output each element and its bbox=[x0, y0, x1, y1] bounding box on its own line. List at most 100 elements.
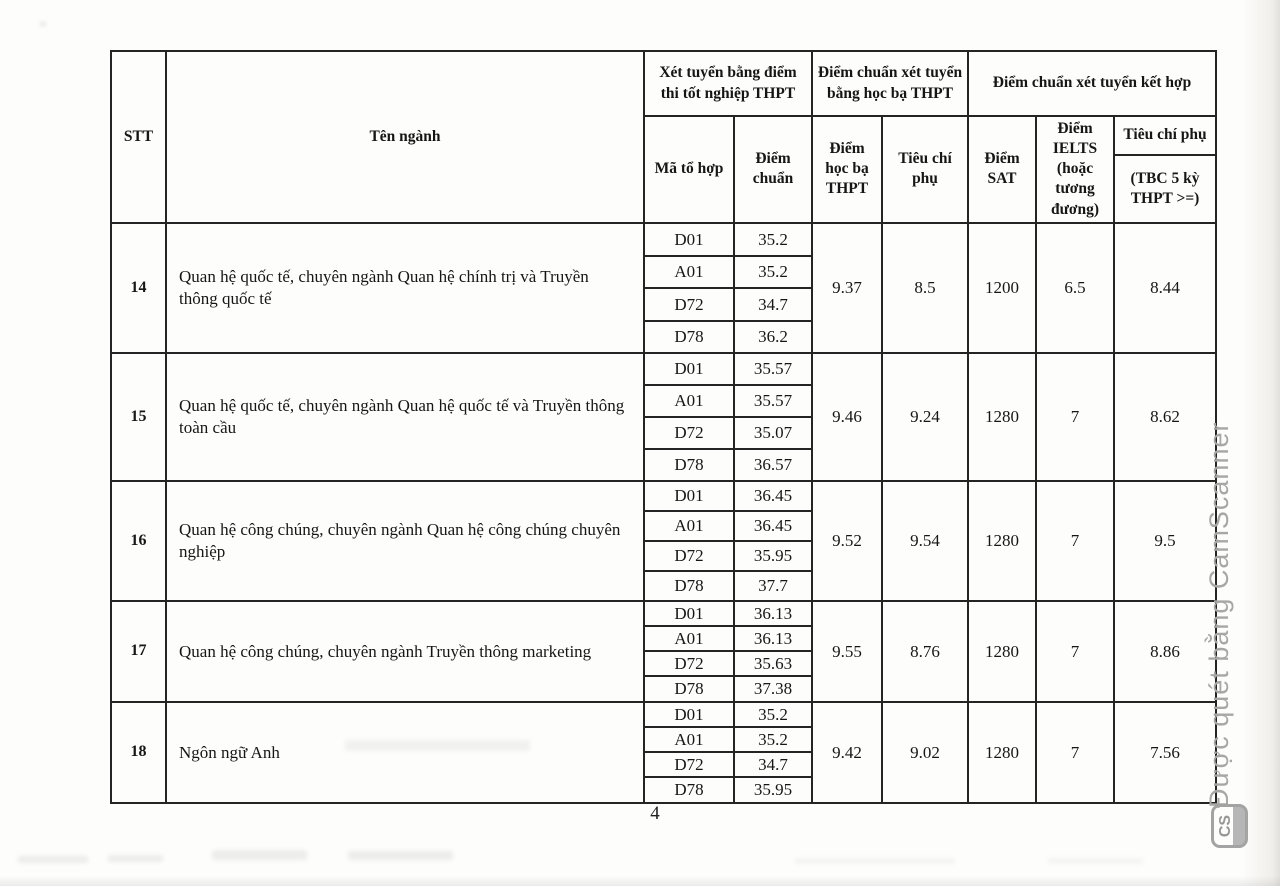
stt-cell: 15 bbox=[110, 351, 167, 482]
combo-score-cell: 36.13 bbox=[733, 599, 813, 627]
ielts-score-cell: 7 bbox=[1035, 599, 1115, 703]
table-row: 14 Quan hệ quốc tế, chuyên ngành Quan hệ… bbox=[110, 221, 1217, 354]
camscanner-logo: CS bbox=[1211, 804, 1248, 848]
tieuchi-cell: 9.02 bbox=[881, 700, 969, 804]
table-row: A01 36.45 bbox=[111, 509, 1216, 542]
combo-score-cell: 35.2 bbox=[733, 254, 813, 289]
major-name-cell: Quan hệ công chúng, chuyên ngành Truyền … bbox=[165, 599, 645, 703]
combo-code-cell: D78 bbox=[643, 447, 735, 482]
table-row: D78 36.2 bbox=[111, 319, 1216, 354]
combo-score-cell: 35.2 bbox=[733, 700, 813, 728]
combo-code-cell: D78 bbox=[643, 319, 735, 354]
combo-score-cell: 36.2 bbox=[733, 319, 813, 354]
header-group-hocba: Điểm chuẩn xét tuyển bằng học bạ THPT bbox=[811, 50, 969, 117]
scan-artifact bbox=[348, 851, 453, 860]
combo-code-cell: A01 bbox=[643, 509, 735, 542]
table-row: A01 35.2 bbox=[111, 254, 1216, 289]
tieuchi-cell: 8.5 bbox=[881, 221, 969, 354]
major-name-cell: Quan hệ công chúng, chuyên ngành Quan hệ… bbox=[165, 479, 645, 602]
combo-code-cell: A01 bbox=[643, 624, 735, 653]
combo-score-cell: 34.7 bbox=[733, 286, 813, 322]
table-row: D78 37.38 bbox=[111, 675, 1216, 703]
sat-score-cell: 1280 bbox=[967, 599, 1037, 703]
table-row: D78 35.95 bbox=[111, 776, 1216, 804]
combo-score-cell: 35.2 bbox=[733, 725, 813, 754]
stt-cell: 18 bbox=[110, 700, 167, 804]
ielts-score-cell: 7 bbox=[1035, 351, 1115, 482]
header-stt: STT bbox=[110, 50, 167, 224]
header-tieu-chi-phu-kethop: Tiêu chí phụ bbox=[1113, 115, 1217, 156]
scan-artifact bbox=[18, 856, 88, 863]
table-row: D72 34.7 bbox=[111, 751, 1216, 779]
table-row: D78 36.57 bbox=[111, 447, 1216, 482]
tbc-score-cell: 8.86 bbox=[1113, 599, 1217, 703]
scan-artifact bbox=[212, 850, 307, 860]
combo-score-cell: 37.38 bbox=[733, 675, 813, 703]
scan-artifact bbox=[795, 858, 955, 864]
combo-score-cell: 35.07 bbox=[733, 415, 813, 450]
header-row-groups: STT Tên ngành Xét tuyển bằng điểm thi tố… bbox=[110, 50, 1217, 224]
stt-cell: 16 bbox=[110, 479, 167, 602]
header-ma-to-hop: Mã tổ hợp bbox=[643, 115, 735, 224]
table-row: 15 Quan hệ quốc tế, chuyên ngành Quan hệ… bbox=[110, 351, 1217, 482]
table-row: 18 Ngôn ngữ Anh D01 35.2 9.42 9.02 1280 … bbox=[110, 700, 1217, 804]
major-name-cell: Quan hệ quốc tế, chuyên ngành Quan hệ qu… bbox=[165, 351, 645, 482]
combo-score-cell: 34.7 bbox=[733, 751, 813, 779]
tbc-score-cell: 9.5 bbox=[1113, 479, 1217, 602]
hocba-score-cell: 9.42 bbox=[811, 700, 883, 804]
table-body: 14 Quan hệ quốc tế, chuyên ngành Quan hệ… bbox=[110, 221, 1217, 804]
header-diem-hoc-ba: Điểm học bạ THPT bbox=[811, 115, 883, 224]
table-row: D72 34.7 bbox=[111, 286, 1216, 322]
tbc-score-cell: 8.62 bbox=[1113, 351, 1217, 482]
ielts-score-cell: 7 bbox=[1035, 700, 1115, 804]
table-row: 17 Quan hệ công chúng, chuyên ngành Truy… bbox=[110, 599, 1217, 703]
hocba-score-cell: 9.46 bbox=[811, 351, 883, 482]
combo-code-cell: D72 bbox=[643, 539, 735, 572]
table-row: A01 36.13 bbox=[111, 624, 1216, 653]
admission-scores-table: STT Tên ngành Xét tuyển bằng điểm thi tố… bbox=[110, 50, 1217, 804]
combo-score-cell: 35.63 bbox=[733, 650, 813, 678]
combo-code-cell: D78 bbox=[643, 776, 735, 804]
table-row: D72 35.63 bbox=[111, 650, 1216, 678]
combo-score-cell: 37.7 bbox=[733, 569, 813, 602]
scan-artifact bbox=[1048, 858, 1143, 864]
table-row: D72 35.95 bbox=[111, 539, 1216, 572]
combo-score-cell: 36.57 bbox=[733, 447, 813, 482]
combo-code-cell: D72 bbox=[643, 650, 735, 678]
tbc-score-cell: 8.44 bbox=[1113, 221, 1217, 354]
sat-score-cell: 1280 bbox=[967, 700, 1037, 804]
combo-code-cell: D78 bbox=[643, 569, 735, 602]
header-tieu-chi-phu: Tiêu chí phụ bbox=[881, 115, 969, 224]
page-bottom-shadow bbox=[0, 876, 1280, 886]
combo-code-cell: D01 bbox=[643, 599, 735, 627]
table-row: 16 Quan hệ công chúng, chuyên ngành Quan… bbox=[110, 479, 1217, 602]
combo-code-cell: D72 bbox=[643, 751, 735, 779]
combo-score-cell: 36.45 bbox=[733, 479, 813, 512]
page-number: 4 bbox=[650, 803, 660, 824]
combo-code-cell: D78 bbox=[643, 675, 735, 703]
sat-score-cell: 1200 bbox=[967, 221, 1037, 354]
ielts-score-cell: 6.5 bbox=[1035, 221, 1115, 354]
stt-cell: 17 bbox=[110, 599, 167, 703]
combo-code-cell: A01 bbox=[643, 725, 735, 754]
scan-artifact bbox=[345, 740, 530, 751]
sat-score-cell: 1280 bbox=[967, 351, 1037, 482]
header-ten-nganh: Tên ngành bbox=[165, 50, 645, 224]
major-name-cell: Quan hệ quốc tế, chuyên ngành Quan hệ ch… bbox=[165, 221, 645, 354]
tieuchi-cell: 8.76 bbox=[881, 599, 969, 703]
scan-artifact bbox=[40, 22, 46, 26]
header-diem-ielts: Điểm IELTS (hoặc tương đương) bbox=[1035, 115, 1115, 224]
combo-score-cell: 36.13 bbox=[733, 624, 813, 653]
tieuchi-cell: 9.54 bbox=[881, 479, 969, 602]
hocba-score-cell: 9.37 bbox=[811, 221, 883, 354]
major-name-cell: Ngôn ngữ Anh bbox=[165, 700, 645, 804]
hocba-score-cell: 9.55 bbox=[811, 599, 883, 703]
sat-score-cell: 1280 bbox=[967, 479, 1037, 602]
hocba-score-cell: 9.52 bbox=[811, 479, 883, 602]
header-group-thpt: Xét tuyển bằng điểm thi tốt nghiệp THPT bbox=[643, 50, 813, 117]
table-row: D72 35.07 bbox=[111, 415, 1216, 450]
combo-score-cell: 36.45 bbox=[733, 509, 813, 542]
stt-cell: 14 bbox=[110, 221, 167, 354]
combo-score-cell: 35.57 bbox=[733, 351, 813, 386]
combo-code-cell: A01 bbox=[643, 383, 735, 418]
